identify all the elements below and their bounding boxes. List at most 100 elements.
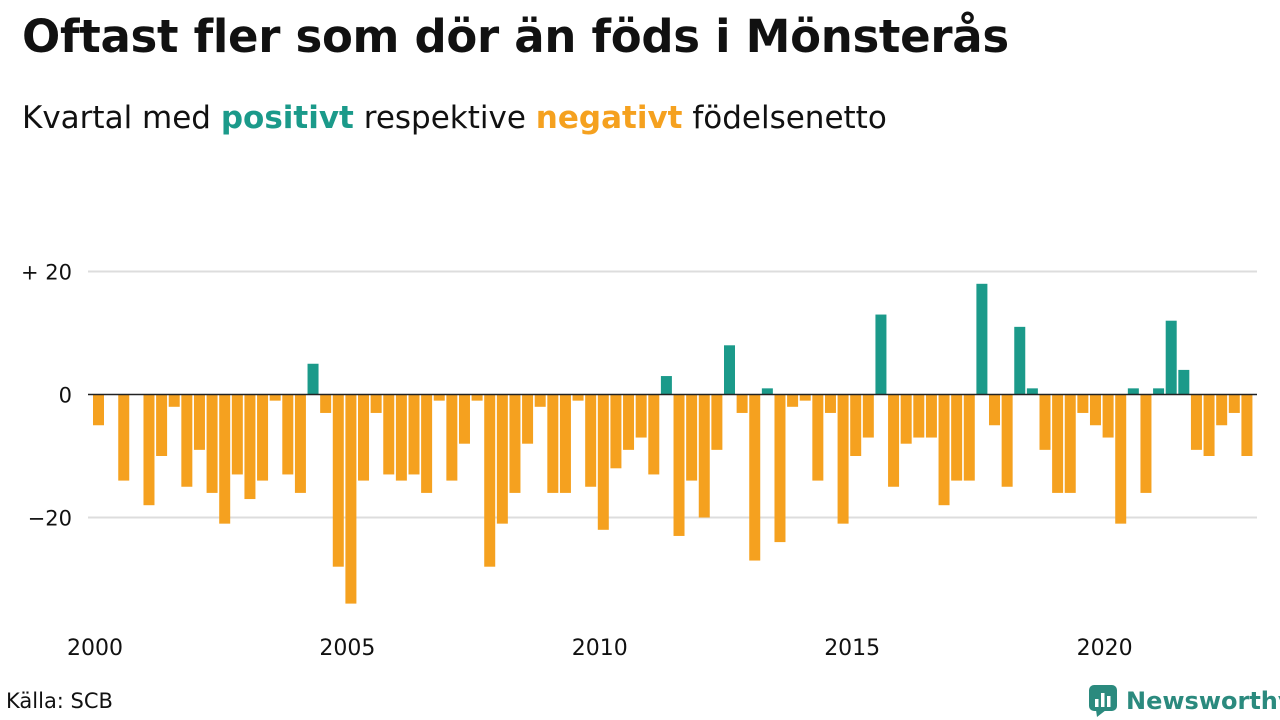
bar-28 [446, 394, 458, 481]
bars [93, 283, 1253, 604]
subtitle-text-pre: Kvartal med [22, 100, 211, 136]
subtitle-negative-label: negativt [535, 100, 683, 136]
bar-31 [484, 394, 496, 567]
bar-84 [1153, 388, 1165, 395]
bar-37 [559, 394, 571, 493]
bar-69 [963, 394, 975, 481]
bar-29 [458, 394, 470, 444]
bar-71 [989, 394, 1001, 426]
bar-86 [1178, 369, 1190, 395]
bar-52 [749, 394, 761, 561]
bar-16 [294, 394, 306, 493]
bar-48 [698, 394, 710, 518]
bar-12 [244, 394, 256, 500]
bar-18 [320, 394, 332, 413]
bar-64 [900, 394, 912, 444]
bar-0 [93, 394, 104, 426]
bar-39 [585, 394, 597, 487]
y-tick-label-2: −20 [28, 507, 72, 531]
bar-75 [1039, 394, 1051, 450]
bar-36 [547, 394, 559, 493]
bar-11 [231, 394, 243, 475]
bar-70 [976, 283, 988, 395]
bar-17 [307, 363, 319, 395]
bar-26 [421, 394, 433, 493]
brand-name: Newsworthy [1126, 687, 1280, 715]
bar-79 [1089, 394, 1101, 426]
bar-88 [1203, 394, 1215, 456]
bar-58 [824, 394, 836, 413]
bar-66 [925, 394, 937, 438]
y-tick-label-1: 0 [59, 384, 72, 408]
bar-74 [1026, 388, 1038, 395]
bar-78 [1077, 394, 1089, 413]
bar-82 [1127, 388, 1139, 395]
bar-32 [496, 394, 508, 524]
bar-9 [206, 394, 218, 493]
bar-62 [875, 314, 887, 395]
bar-61 [862, 394, 874, 438]
x-tick-label-2: 2010 [572, 636, 628, 661]
bar-34 [522, 394, 534, 444]
bar-35 [534, 394, 546, 407]
bar-65 [913, 394, 925, 438]
bar-19 [332, 394, 344, 567]
bar-15 [282, 394, 294, 475]
bar-85 [1165, 320, 1177, 395]
bar-53 [761, 388, 773, 395]
gridlines [88, 270, 1257, 519]
bar-2 [118, 394, 130, 481]
bar-46 [673, 394, 685, 536]
bar-22 [370, 394, 382, 413]
bar-8 [193, 394, 205, 450]
bar-80 [1102, 394, 1114, 438]
bar-60 [850, 394, 862, 456]
subtitle-positive-label: positivt [220, 100, 354, 136]
bar-87 [1190, 394, 1202, 450]
bar-4 [143, 394, 155, 506]
y-axis-tick-labels: + 20 0 −20 [21, 261, 72, 531]
x-axis-tick-labels: 2000 2005 2010 2015 2020 [67, 636, 1133, 661]
subtitle-text-post: födelsenetto [692, 100, 887, 136]
bar-40 [597, 394, 609, 530]
bar-42 [623, 394, 635, 450]
bar-38 [572, 394, 584, 401]
bar-90 [1228, 394, 1240, 413]
bar-76 [1052, 394, 1064, 493]
bar-27 [433, 394, 445, 401]
bar-41 [610, 394, 622, 469]
bar-67 [938, 394, 950, 506]
bar-24 [395, 394, 407, 481]
bar-54 [774, 394, 786, 543]
bar-6 [168, 394, 180, 407]
bar-20 [345, 394, 357, 604]
bar-59 [837, 394, 849, 524]
bar-21 [358, 394, 370, 481]
bar-81 [1115, 394, 1127, 524]
newsworthy-logo-icon [1089, 685, 1117, 717]
bar-57 [812, 394, 824, 481]
bar-45 [660, 376, 672, 395]
bar-13 [257, 394, 269, 481]
bar-47 [686, 394, 698, 481]
bar-10 [219, 394, 231, 524]
bar-33 [509, 394, 521, 493]
bar-68 [951, 394, 963, 481]
y-tick-label-0: + 20 [21, 261, 72, 285]
brand-logo: Newsworthy [1088, 684, 1280, 718]
bar-55 [787, 394, 799, 407]
chart-title: Oftast fler som dör än föds i Mönsterås [22, 10, 1009, 63]
bar-7 [181, 394, 193, 487]
bar-56 [799, 394, 811, 401]
bar-83 [1140, 394, 1152, 493]
chart-subtitle: Kvartal med positivt respektive negativt… [22, 100, 887, 136]
bar-43 [635, 394, 647, 438]
x-tick-label-3: 2015 [824, 636, 880, 661]
bar-77 [1064, 394, 1076, 493]
bar-91 [1241, 394, 1253, 456]
x-tick-label-0: 2000 [67, 636, 123, 661]
bar-5 [156, 394, 168, 456]
bar-51 [736, 394, 748, 413]
x-tick-label-4: 2020 [1077, 636, 1133, 661]
